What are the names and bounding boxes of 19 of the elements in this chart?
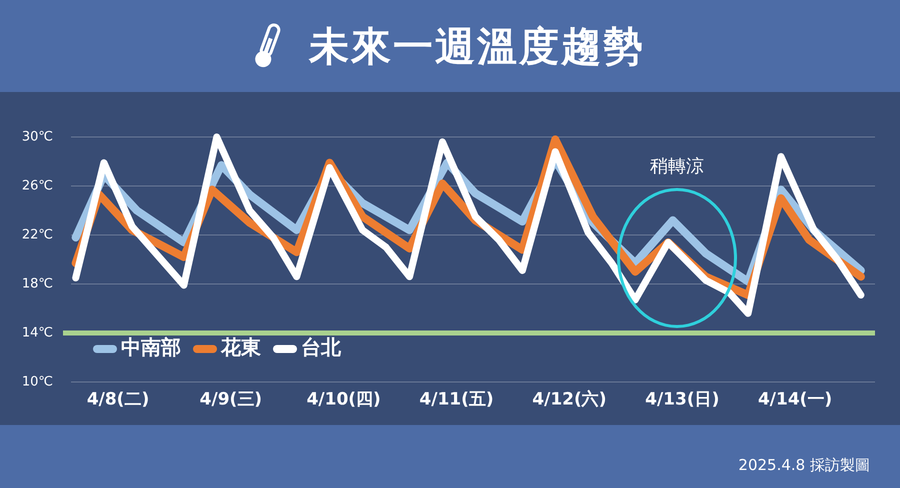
x-tick-label: 4/10(四) xyxy=(306,390,381,410)
y-tick-label: 26℃ xyxy=(22,178,53,194)
x-tick-label: 4/11(五) xyxy=(419,390,494,410)
y-tick-label: 22℃ xyxy=(22,227,53,242)
x-tick-label: 4/12(六) xyxy=(532,390,607,410)
x-tick-label: 4/14(一) xyxy=(758,390,832,410)
legend-label: 花東 xyxy=(220,335,261,360)
chart-title: 未來一週溫度趨勢 xyxy=(309,22,645,72)
x-tick-label: 4/8(二) xyxy=(86,390,150,410)
legend-label: 中南部 xyxy=(121,335,181,360)
text: 2025.4.8 採訪製圖 xyxy=(738,456,870,475)
y-tick-label: 30℃ xyxy=(22,129,53,144)
y-tick-label: 10℃ xyxy=(22,374,53,390)
legend-label: 台北 xyxy=(301,335,342,360)
y-tick-label: 18℃ xyxy=(22,276,53,292)
annotation: 稍轉涼 xyxy=(649,155,705,178)
x-tick-label: 4/9(三) xyxy=(200,390,262,410)
y-tick-label: 14℃ xyxy=(22,325,53,340)
x-tick-label: 4/13(日) xyxy=(645,390,720,410)
